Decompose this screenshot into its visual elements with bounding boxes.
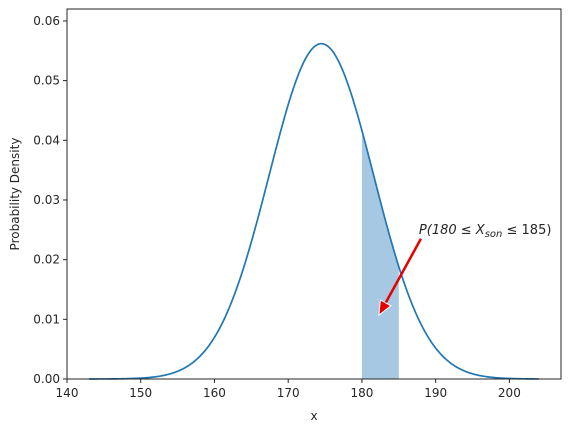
x-tick-label: 190 — [424, 386, 447, 400]
annotation-arrow — [384, 238, 423, 304]
y-tick-label: 0.03 — [33, 193, 60, 207]
x-tick-label: 170 — [277, 386, 300, 400]
annotation-prefix: P(180 ≤ X — [419, 223, 486, 238]
x-tick-label: 160 — [203, 386, 226, 400]
y-ticks: 0.00 0.01 0.02 0.03 0.04 0.05 0.06 — [33, 14, 67, 386]
annotation-subscript: son — [485, 229, 503, 240]
density-curve — [89, 42, 539, 380]
y-tick-label: 0.02 — [33, 253, 60, 267]
annotation-text: P(180 ≤ Xson ≤ 185) — [419, 223, 552, 240]
y-tick-label: 0.05 — [33, 74, 60, 88]
y-tick-label: 0.01 — [33, 312, 60, 326]
shaded-probability-area — [361, 130, 399, 379]
annotation-suffix: ≤ 185) — [502, 223, 551, 238]
x-tick-label: 150 — [129, 386, 152, 400]
plot-frame — [66, 8, 562, 380]
y-tick-label: 0.06 — [33, 14, 60, 28]
y-axis-label: Probability Density — [8, 138, 22, 251]
shaded-area-layer — [361, 130, 399, 379]
x-axis-label: x — [310, 409, 317, 423]
y-tick-label: 0.00 — [33, 372, 60, 386]
x-tick-label: 140 — [56, 386, 79, 400]
annotation-arrow-head — [378, 299, 392, 317]
annotation: P(180 ≤ Xson ≤ 185) — [378, 223, 552, 317]
y-tick-label: 0.04 — [33, 133, 60, 147]
x-ticks: 140 150 160 170 180 190 200 — [56, 379, 521, 400]
x-tick-label: 200 — [498, 386, 521, 400]
x-tick-label: 180 — [350, 386, 373, 400]
axes-frame — [66, 8, 562, 380]
density-curve-layer — [89, 42, 539, 380]
